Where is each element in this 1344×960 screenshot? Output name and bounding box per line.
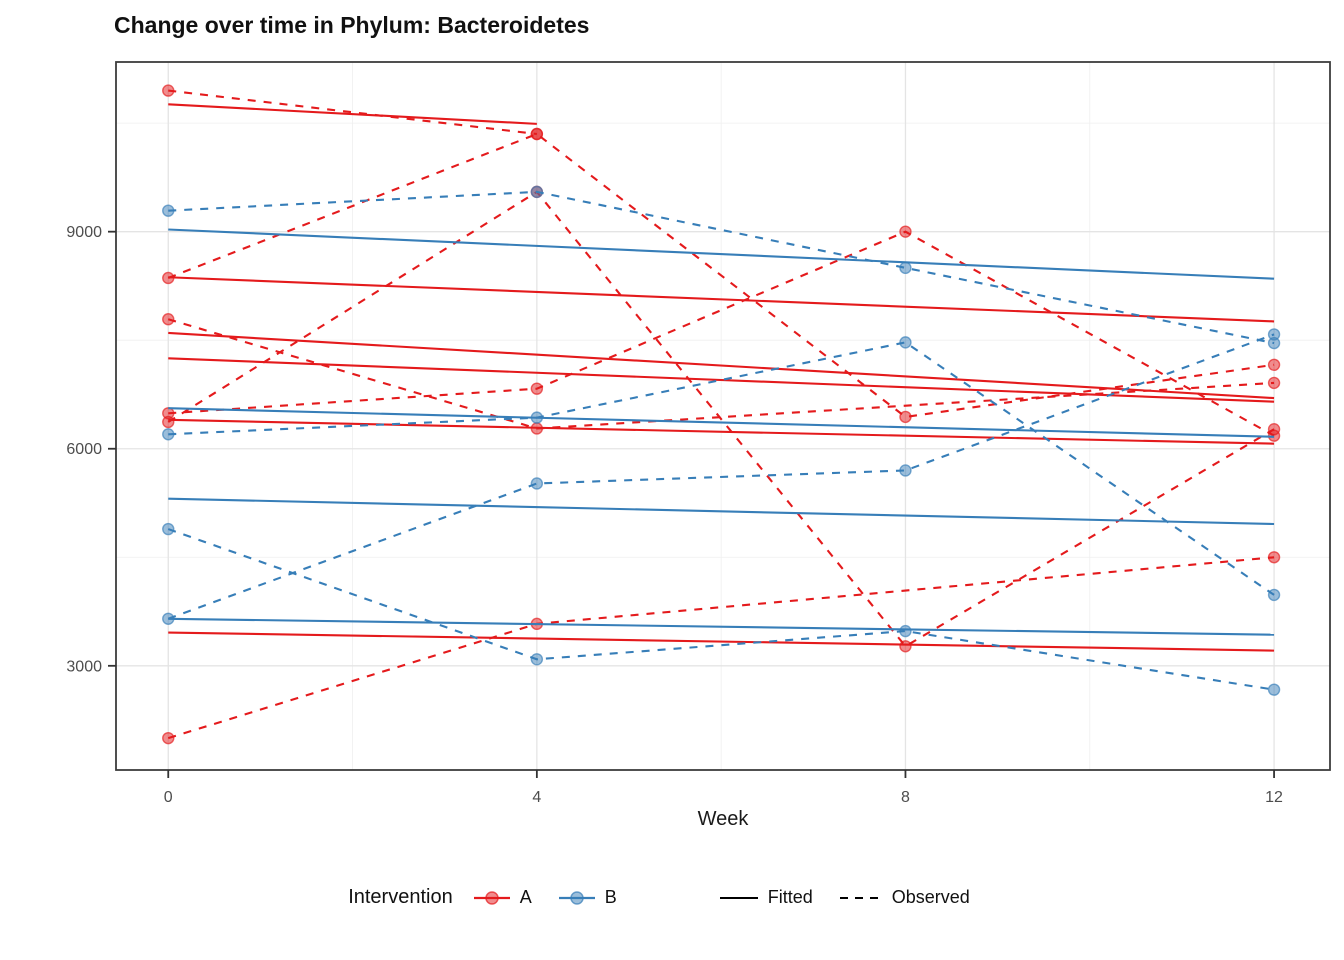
legend-label-observed: Observed [891,887,970,907]
legend-label-a: A [519,887,532,907]
observed-point-A3-week4 [530,382,544,395]
observed-point-A4-week8 [899,640,912,653]
observed-point-B2-week12 [1267,588,1281,602]
observed-point-B3-week8 [899,624,912,638]
x-axis-title: Week [697,808,749,830]
legend-key-fitted-icon [719,896,758,899]
observed-point-B3-week12 [1267,683,1281,696]
panel-background [116,62,1330,770]
observed-point-A2-week4 [530,127,544,141]
fitted-line-B4 [168,497,1275,526]
observed-line-B1 [168,190,1275,345]
fitted-line-A2 [168,276,1275,323]
legend-key-a-icon [473,890,510,905]
observed-line-A1 [168,89,537,136]
legend-key-b-icon [558,890,595,905]
fitted-line-A1 [168,103,537,125]
observed-point-A1-week0 [162,84,175,97]
y-tick-label: 6000 [66,441,102,458]
observed-point-B2-week0 [162,428,175,441]
observed-point-B2-week4 [530,411,544,424]
y-tick-label: 3000 [66,658,102,675]
legend-item-a: A [473,887,532,908]
observed-line-B4 [167,333,1275,620]
fitted-line-B3 [168,617,1275,636]
observed-point-B1-week0 [162,204,175,217]
observed-point-B2-week8 [899,336,912,349]
observed-point-A6-week12 [1267,551,1281,564]
legend: Intervention A B Fitted [0,886,1344,909]
chart-title: Change over time in Phylum: Bacteroidete… [114,12,590,38]
legend-item-observed: Observed [839,887,970,908]
observed-point-A4-week0 [162,415,175,429]
observed-point-A5-week0 [162,313,175,326]
observed-line-A2 [167,132,1275,419]
observed-point-B4-week12 [1267,328,1281,341]
observed-line-B3 [167,528,1275,691]
legend-title: Intervention [348,886,453,908]
x-tick-label: 12 [1265,789,1283,806]
observed-point-A2-week12 [1267,358,1281,372]
observed-point-A5-week4 [530,422,544,435]
observed-point-B4-week8 [899,464,912,477]
observed-line-A3 [168,230,1275,437]
legend-item-b: B [558,887,617,908]
observed-line-A4 [167,190,1275,648]
x-tick-label: 8 [901,789,910,806]
legend-label-fitted: Fitted [767,887,813,907]
legend-item-fitted: Fitted [719,887,813,908]
y-tick-label: 9000 [66,224,102,241]
x-tick-label: 0 [164,789,173,806]
panel-border [115,61,1331,771]
observed-point-A3-week8 [899,225,912,238]
observed-point-A2-week8 [899,410,912,424]
observed-point-A6-week0 [162,731,175,745]
fitted-line-A3 [168,357,1275,403]
observed-point-B1-week4 [530,185,544,199]
fitted-line-A5 [168,331,1275,400]
fitted-line-A6 [168,631,1275,652]
observed-point-B1-week8 [899,261,912,275]
observed-point-A5-week12 [1267,376,1281,390]
legend-key-observed-icon [839,896,882,899]
observed-point-A2-week0 [162,271,175,285]
observed-point-B3-week0 [162,522,175,536]
fitted-line-A4 [168,418,1275,445]
observed-point-B3-week4 [530,653,544,666]
observed-point-A4-week12 [1267,423,1281,436]
fitted-line-B2 [168,407,1275,438]
fitted-line-B1 [168,228,1275,280]
x-tick-label: 4 [532,789,541,806]
observed-point-B4-week4 [530,477,544,490]
legend-label-b: B [604,887,617,907]
observed-point-B4-week0 [162,612,175,625]
